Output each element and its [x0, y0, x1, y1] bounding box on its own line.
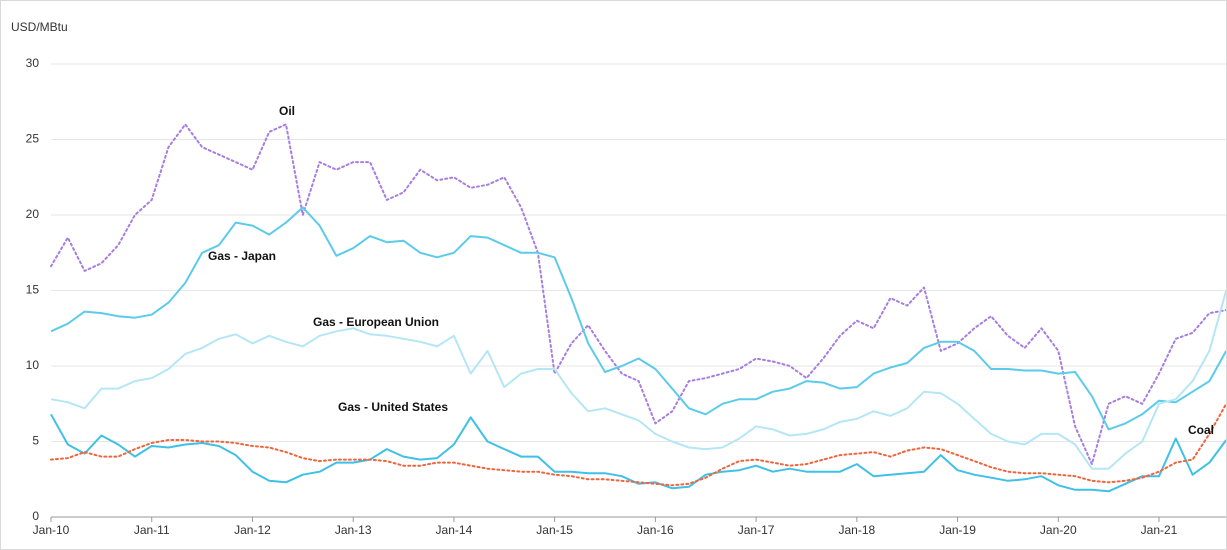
y-tick-label: 10 — [26, 358, 40, 372]
y-tick-label: 0 — [32, 509, 39, 523]
y-tick-label: 15 — [26, 283, 40, 297]
y-tick-label: 30 — [26, 56, 40, 70]
y-tick-label: 5 — [32, 434, 39, 448]
y-tick-label: 25 — [26, 132, 40, 146]
x-tick-label: Jan-16 — [637, 523, 674, 537]
series-line — [50, 402, 1226, 487]
x-tick-label: Jan-18 — [838, 523, 875, 537]
x-tick-label: Jan-10 — [33, 523, 70, 537]
x-tick-label: Jan-17 — [738, 523, 775, 537]
x-tick-label: Jan-20 — [1040, 523, 1077, 537]
x-tick-label: Jan-12 — [234, 523, 271, 537]
series-label: Coal — [1188, 423, 1214, 437]
x-tick-label: Jan-21 — [1141, 523, 1178, 537]
x-tick-label: Jan-11 — [134, 523, 170, 537]
series-label: Oil — [279, 104, 295, 118]
y-axis-label: USD/MBtu — [11, 20, 68, 34]
series-line — [50, 290, 1226, 470]
series-line — [50, 123, 1226, 466]
y-tick-label: 20 — [26, 207, 40, 221]
x-tick-label: Jan-14 — [436, 523, 473, 537]
x-tick-label: Jan-19 — [939, 523, 976, 537]
series-label: Gas - United States — [338, 400, 448, 414]
series-line — [50, 206, 1226, 431]
series-label: Gas - European Union — [313, 315, 439, 329]
series-line — [50, 413, 1226, 493]
series-label: Gas - Japan — [208, 249, 276, 263]
x-tick-label: Jan-15 — [536, 523, 573, 537]
x-tick-label: Jan-13 — [335, 523, 372, 537]
